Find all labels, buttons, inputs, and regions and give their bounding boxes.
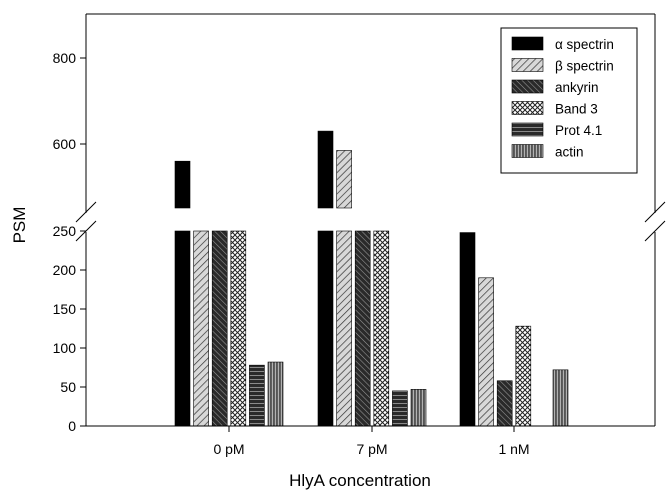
bar--spectrin-0-lower — [174, 230, 191, 427]
y-tick-label-100: 100 — [53, 340, 77, 356]
y-tick-label-800: 800 — [53, 50, 77, 66]
bar--spectrin-0-upper — [174, 160, 191, 209]
break-mark-right-2 — [644, 220, 666, 242]
legend-label-1: β spectrin — [555, 59, 614, 74]
x-axis-label: HlyA concentration — [289, 471, 431, 490]
legend-swatch-2 — [511, 79, 544, 94]
bar-ankyrin-1 — [354, 230, 371, 427]
legend-label-0: α spectrin — [555, 37, 614, 52]
break-mark-left-1 — [75, 201, 97, 223]
y-tick-label-200: 200 — [53, 262, 77, 278]
y-tick-label-50: 50 — [60, 379, 76, 395]
bar-actin-2 — [552, 369, 569, 427]
bar--spectrin-1-lower — [317, 230, 334, 427]
y-axis-label: PSM — [10, 207, 29, 244]
legend-swatch-3 — [511, 101, 544, 115]
plot-frame — [75, 13, 666, 427]
legend-label-4: Prot 4.1 — [555, 123, 602, 138]
y-tick-label-0: 0 — [68, 418, 76, 434]
bar--spectrin-2 — [478, 277, 494, 427]
legend-label-5: actin — [555, 145, 584, 160]
bar-Prot-4-1-0 — [249, 364, 265, 427]
break-mark-right-1 — [644, 201, 666, 223]
bar--spectrin-1-upper — [336, 150, 352, 209]
legend: α spectrin β spectrin ankyrin Band 3 Prot 4.… — [500, 27, 638, 174]
x-tick-label-1: 7 pM — [356, 441, 387, 457]
legend-label-2: ankyrin — [555, 80, 599, 95]
y-ticks: 0 50 100 150 200 250 600 800 — [53, 50, 86, 434]
bar-actin-0 — [267, 361, 284, 427]
legend-swatch-1 — [511, 58, 544, 72]
legend-swatch-5 — [511, 144, 544, 158]
legend-swatch-0 — [511, 36, 544, 51]
x-tick-label-2: 1 nM — [498, 441, 529, 457]
bar--spectrin-0-lower — [193, 230, 209, 427]
bar-Band-3-2 — [515, 325, 532, 427]
bars-layer — [174, 130, 569, 427]
bar-ankyrin-2 — [496, 380, 513, 427]
bar-Band-3-1 — [373, 230, 390, 427]
y-tick-label-150: 150 — [53, 301, 77, 317]
bar-actin-1 — [410, 389, 427, 427]
legend-swatch-4 — [511, 122, 544, 137]
y-tick-label-250: 250 — [53, 223, 77, 239]
bar-Band-3-0 — [230, 230, 247, 427]
bar-ankyrin-0 — [211, 230, 228, 427]
legend-label-3: Band 3 — [555, 102, 598, 117]
bar--spectrin-1-lower — [336, 230, 352, 427]
bar--spectrin-1-upper — [317, 130, 334, 209]
x-ticks: 0 pM 7 pM 1 nM — [213, 426, 530, 457]
bar--spectrin-2 — [459, 232, 476, 427]
y-tick-label-600: 600 — [53, 136, 77, 152]
x-tick-label-0: 0 pM — [213, 441, 244, 457]
bar-Prot-4-1-1 — [392, 390, 408, 427]
